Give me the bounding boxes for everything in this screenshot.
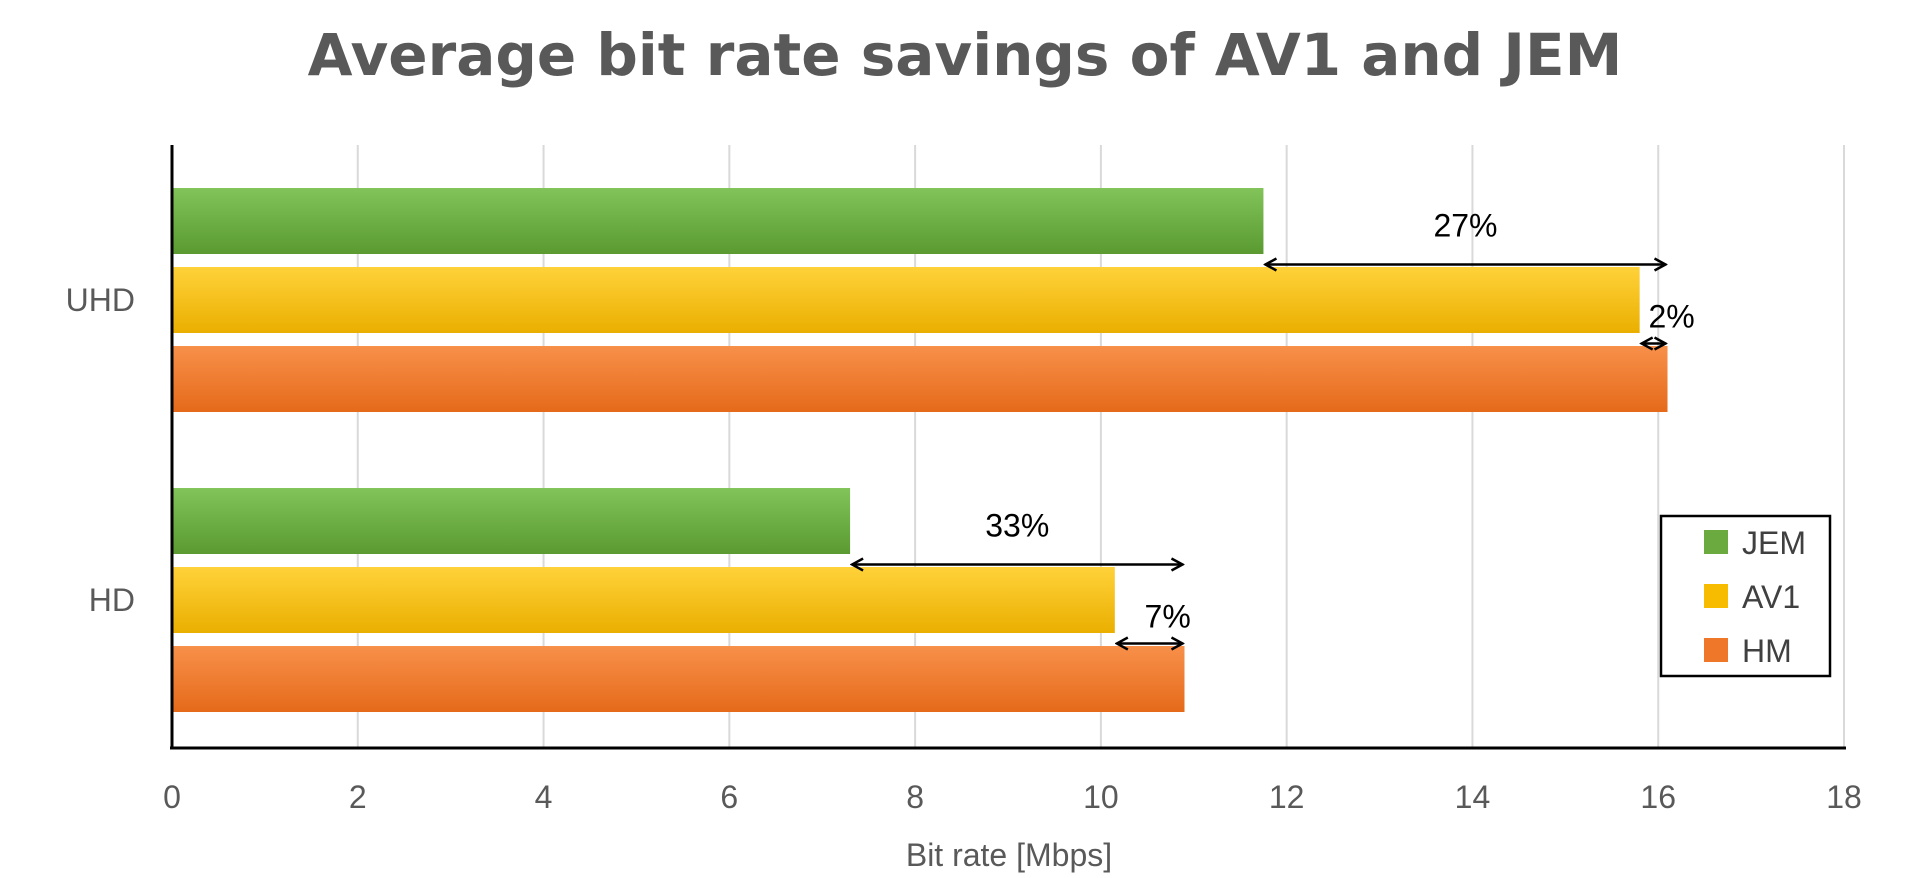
x-tick-labels: 0 2 4 6 8 10 12 14 16 18: [163, 779, 1862, 815]
x-tick-label: 0: [163, 779, 181, 815]
x-tick-label: 8: [906, 779, 924, 815]
savings-label: 33%: [985, 508, 1049, 544]
bar-hd-hm: [172, 646, 1185, 712]
savings-label: 2%: [1648, 299, 1694, 335]
legend-box: [1659, 514, 1832, 678]
y-category-label: HD: [89, 582, 135, 618]
bars: [172, 188, 1668, 712]
x-tick-label: 6: [720, 779, 738, 815]
x-tick-label: 4: [535, 779, 553, 815]
x-tick-label: 12: [1269, 779, 1305, 815]
x-tick-label: 16: [1640, 779, 1676, 815]
legend-label-av1: AV1: [1742, 579, 1800, 615]
legend-label-jem: JEM: [1742, 525, 1806, 561]
bar-uhd-jem: [172, 188, 1264, 254]
savings-label: 27%: [1433, 208, 1497, 244]
legend-label-hm: HM: [1742, 633, 1792, 669]
legend-swatch-jem: [1704, 530, 1728, 554]
x-tick-label: 18: [1826, 779, 1862, 815]
bar-uhd-hm: [172, 346, 1668, 412]
x-tick-label: 2: [349, 779, 367, 815]
y-category-label: UHD: [66, 282, 135, 318]
annotations: 27% 2% 33% 7%: [852, 208, 1695, 644]
x-tick-label: 10: [1083, 779, 1119, 815]
bar-hd-jem: [172, 488, 851, 554]
bar-hd-av1: [172, 567, 1115, 633]
bar-uhd-av1: [172, 267, 1640, 333]
savings-label: 7%: [1145, 599, 1191, 635]
axes: [170, 145, 1846, 750]
x-axis-title: Bit rate [Mbps]: [906, 837, 1112, 873]
chart-title: Average bit rate savings of AV1 and JEM: [308, 21, 1623, 89]
legend-swatch-av1: [1704, 584, 1728, 608]
y-category-labels: UHD HD: [66, 282, 135, 618]
x-tick-label: 14: [1455, 779, 1491, 815]
legend: JEM AV1 HM: [1659, 514, 1832, 678]
legend-swatch-hm: [1704, 638, 1728, 662]
